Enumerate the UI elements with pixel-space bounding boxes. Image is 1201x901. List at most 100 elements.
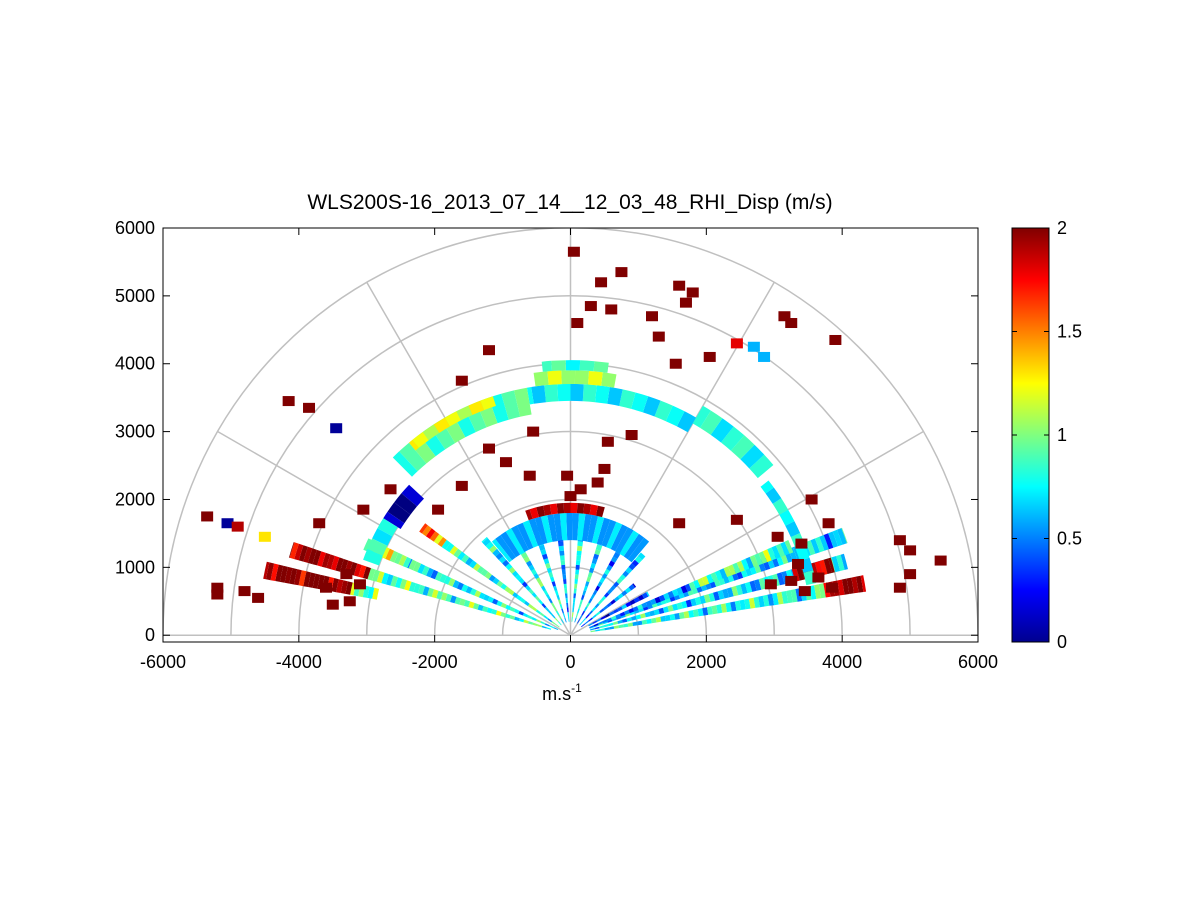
data-cell (604, 627, 610, 631)
data-cell (685, 599, 693, 608)
data-cell (567, 612, 570, 617)
data-cell (617, 619, 623, 624)
data-band-cell (563, 502, 571, 514)
data-cell (554, 617, 559, 622)
data-cell (492, 598, 499, 605)
data-block (822, 518, 835, 529)
data-cell (441, 539, 451, 550)
data-cell (288, 542, 295, 558)
data-cell (711, 605, 718, 615)
data-band-cell (444, 411, 461, 427)
data-cell (523, 619, 529, 624)
data-cell (606, 602, 612, 608)
data-cell (564, 588, 568, 594)
data-band-cell (785, 521, 801, 538)
data-cell (649, 610, 656, 617)
data-cell (632, 583, 637, 588)
data-cell (426, 567, 434, 578)
data-band-cell (561, 370, 576, 385)
data-cell (591, 606, 597, 612)
y-tick-label: 6000 (115, 218, 155, 238)
data-cell (610, 585, 616, 591)
data-cell (613, 608, 619, 614)
data-cell (634, 556, 643, 564)
colorbar-tick-label: 2 (1057, 218, 1067, 238)
y-tick-label: 3000 (115, 422, 155, 442)
data-cell (524, 600, 530, 607)
data-band-cell (534, 516, 548, 545)
data-cell (814, 584, 822, 599)
data-band-cell (601, 519, 617, 548)
data-cell (739, 599, 746, 610)
data-cell (583, 585, 588, 592)
data-block (825, 582, 838, 593)
data-cell (693, 579, 701, 589)
data-cell (459, 598, 466, 606)
data-band-cell (500, 531, 521, 558)
data-cell (575, 569, 580, 575)
data-cell (608, 611, 615, 616)
data-cell (534, 595, 541, 602)
data-cell (608, 622, 614, 627)
data-cell (846, 577, 854, 594)
colorbar-tick-label: 0 (1057, 632, 1067, 652)
data-cell (855, 575, 864, 593)
data-band-cell (522, 520, 538, 548)
data-cell (574, 617, 577, 623)
data-cell (353, 563, 362, 577)
data-cell (454, 596, 462, 605)
data-cell (556, 594, 560, 600)
data-cell (498, 556, 507, 564)
data-band-cell (607, 387, 623, 406)
data-cell (544, 606, 550, 612)
data-cell (445, 542, 455, 553)
data-band-cell (543, 504, 552, 516)
data-cell (543, 558, 550, 565)
data-cell (270, 563, 279, 581)
data-band-cell (795, 545, 810, 561)
data-cell (589, 567, 595, 574)
data-band-cell (514, 387, 532, 417)
data-band-cell (422, 424, 440, 441)
data-band-cell (619, 389, 636, 409)
data-cell (554, 590, 559, 596)
data-cell (726, 587, 734, 598)
data-cell (607, 588, 613, 595)
data-band-cell (525, 509, 533, 521)
data-band-cell (601, 372, 617, 388)
data-cell (558, 545, 564, 552)
data-cell (593, 553, 599, 560)
data-cell (553, 585, 558, 592)
data-cell (335, 557, 344, 572)
data-cell (417, 584, 425, 595)
data-band-cell (772, 498, 789, 515)
x-axis-label-base: m.s (542, 684, 571, 704)
colorbar-tick-label: 1.5 (1057, 322, 1082, 342)
data-band-cell (596, 517, 611, 546)
data-cell (480, 568, 489, 577)
data-cell (701, 575, 710, 586)
data-cell (525, 585, 531, 591)
data-block (747, 341, 760, 352)
data-cell (450, 595, 457, 604)
data-cell (595, 544, 603, 551)
data-cell (734, 600, 742, 611)
data-cell (841, 578, 850, 595)
data-cell (680, 585, 688, 594)
data-cell (536, 577, 542, 584)
data-cell (646, 618, 652, 624)
data-band-cell (588, 371, 603, 386)
data-cell (616, 577, 623, 585)
data-cell (340, 580, 348, 594)
x-tick-label: 0 (565, 652, 575, 672)
data-cell (758, 551, 768, 564)
data-cell (495, 610, 502, 616)
data-cell (531, 606, 538, 612)
data-cell (394, 552, 403, 565)
data-cell (710, 572, 719, 582)
data-cell (376, 571, 385, 584)
data-cell (550, 576, 555, 583)
data-band-cell (557, 383, 571, 402)
data-block (499, 457, 512, 468)
